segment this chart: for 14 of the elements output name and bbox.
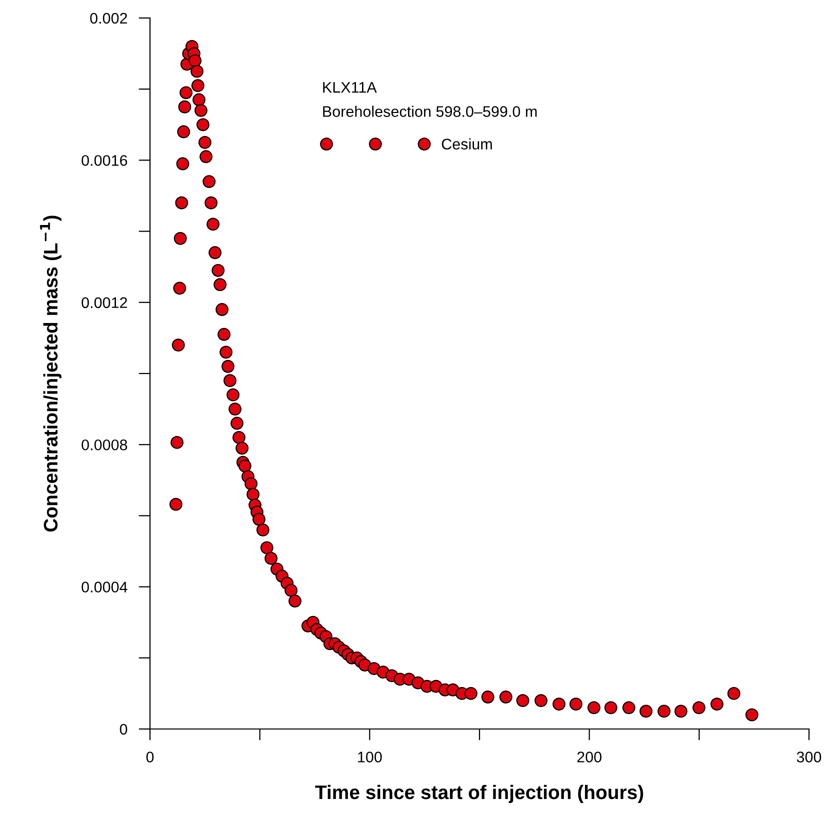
x-tick-label: 200 [577,752,602,762]
legend-label: Cesium [442,138,492,150]
y-tick-label: 0.0004 [82,582,128,592]
y-tick-label: 0.0008 [82,439,128,450]
x-axis-title: Time since start of injection (hours) [315,784,644,804]
y-tick-label: 0.0016 [82,155,128,166]
x-tick-label: 0 [146,752,154,762]
legend-title: KLX11A Boreholesection 598.0–599.0 m [323,82,537,117]
y-axis-title: Concentration/injected mass (L$^{−1}$) [40,216,62,532]
y-tick-label: 0.002 [90,12,128,24]
x-tick-label: 300 [796,752,822,762]
y-tick-label: 0.0012 [82,297,128,308]
y-tick-label: 0 [120,724,128,735]
x-tick-label: 100 [358,752,382,762]
